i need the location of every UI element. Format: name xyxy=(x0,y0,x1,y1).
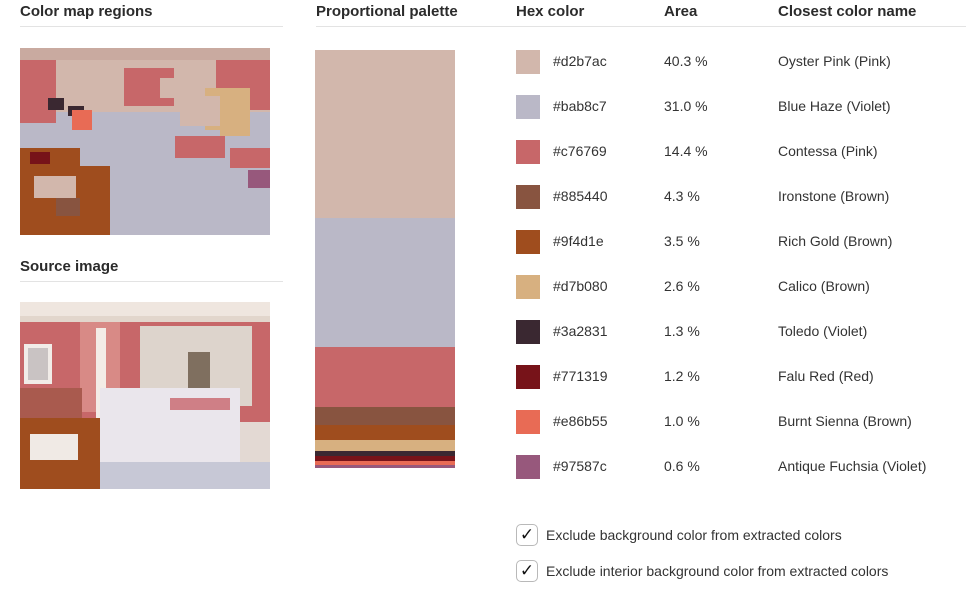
hex-value: #3a2831 xyxy=(553,323,608,339)
divider xyxy=(20,281,283,282)
color-row: #e86b55 1.0 % Burnt Sienna (Brown) xyxy=(516,409,956,434)
palette-segment xyxy=(315,407,455,426)
area-value: 1.0 % xyxy=(664,413,700,429)
area-value: 31.0 % xyxy=(664,98,708,114)
hex-value: #885440 xyxy=(553,188,608,204)
area-value: 1.2 % xyxy=(664,368,700,384)
area-value: 1.3 % xyxy=(664,323,700,339)
color-name: Blue Haze (Violet) xyxy=(778,98,891,114)
palette-heading: Proportional palette xyxy=(316,3,458,20)
area-value: 14.4 % xyxy=(664,143,708,159)
palette-segment xyxy=(315,218,455,348)
hex-value: #d2b7ac xyxy=(553,53,607,69)
palette-segment xyxy=(315,50,455,219)
divider xyxy=(20,26,283,27)
color-swatch xyxy=(516,455,540,479)
color-map-heading: Color map regions xyxy=(20,3,153,20)
palette-segment xyxy=(315,465,455,468)
area-value: 0.6 % xyxy=(664,458,700,474)
color-swatch xyxy=(516,410,540,434)
color-name: Falu Red (Red) xyxy=(778,368,874,384)
color-swatch xyxy=(516,140,540,164)
proportional-palette xyxy=(315,50,455,468)
hex-value: #d7b080 xyxy=(553,278,608,294)
color-row: #9f4d1e 3.5 % Rich Gold (Brown) xyxy=(516,229,956,254)
color-name: Oyster Pink (Pink) xyxy=(778,53,891,69)
hex-value: #9f4d1e xyxy=(553,233,604,249)
area-heading: Area xyxy=(664,3,698,20)
color-name: Ironstone (Brown) xyxy=(778,188,890,204)
hex-value: #97587c xyxy=(553,458,607,474)
exclude-background-label: Exclude background color from extracted … xyxy=(546,527,842,543)
color-swatch xyxy=(516,230,540,254)
color-row: #bab8c7 31.0 % Blue Haze (Violet) xyxy=(516,94,956,119)
area-value: 40.3 % xyxy=(664,53,708,69)
area-value: 4.3 % xyxy=(664,188,700,204)
color-name: Contessa (Pink) xyxy=(778,143,878,159)
color-swatch xyxy=(516,95,540,119)
color-map-image xyxy=(20,48,270,235)
source-image xyxy=(20,302,270,489)
color-name: Antique Fuchsia (Violet) xyxy=(778,458,927,474)
palette-segment xyxy=(315,347,455,408)
color-swatch xyxy=(516,275,540,299)
color-row: #97587c 0.6 % Antique Fuchsia (Violet) xyxy=(516,454,956,479)
color-row: #d7b080 2.6 % Calico (Brown) xyxy=(516,274,956,299)
palette-segment xyxy=(315,456,455,462)
color-row: #3a2831 1.3 % Toledo (Violet) xyxy=(516,319,956,344)
color-swatch xyxy=(516,365,540,389)
exclude-interior-background-label: Exclude interior background color from e… xyxy=(546,563,889,579)
hex-value: #bab8c7 xyxy=(553,98,607,114)
color-row: #885440 4.3 % Ironstone (Brown) xyxy=(516,184,956,209)
color-name: Rich Gold (Brown) xyxy=(778,233,893,249)
color-swatch xyxy=(516,185,540,209)
palette-segment xyxy=(315,440,455,451)
area-value: 3.5 % xyxy=(664,233,700,249)
color-row: #d2b7ac 40.3 % Oyster Pink (Pink) xyxy=(516,49,956,74)
color-swatch xyxy=(516,50,540,74)
hex-value: #e86b55 xyxy=(553,413,608,429)
hex-value: #771319 xyxy=(553,368,608,384)
color-row: #c76769 14.4 % Contessa (Pink) xyxy=(516,139,956,164)
color-name: Burnt Sienna (Brown) xyxy=(778,413,912,429)
area-value: 2.6 % xyxy=(664,278,700,294)
palette-segment xyxy=(315,425,455,441)
color-swatch xyxy=(516,320,540,344)
divider xyxy=(316,26,966,27)
exclude-interior-background-checkbox[interactable]: ✓ xyxy=(516,560,538,582)
color-name-heading: Closest color name xyxy=(778,3,917,20)
color-name: Toledo (Violet) xyxy=(778,323,868,339)
palette-segment xyxy=(315,450,455,457)
exclude-background-checkbox[interactable]: ✓ xyxy=(516,524,538,546)
color-row: #771319 1.2 % Falu Red (Red) xyxy=(516,364,956,389)
palette-segment xyxy=(315,461,455,466)
source-heading: Source image xyxy=(20,258,119,275)
hex-value: #c76769 xyxy=(553,143,607,159)
color-name: Calico (Brown) xyxy=(778,278,870,294)
hex-heading: Hex color xyxy=(516,3,585,20)
